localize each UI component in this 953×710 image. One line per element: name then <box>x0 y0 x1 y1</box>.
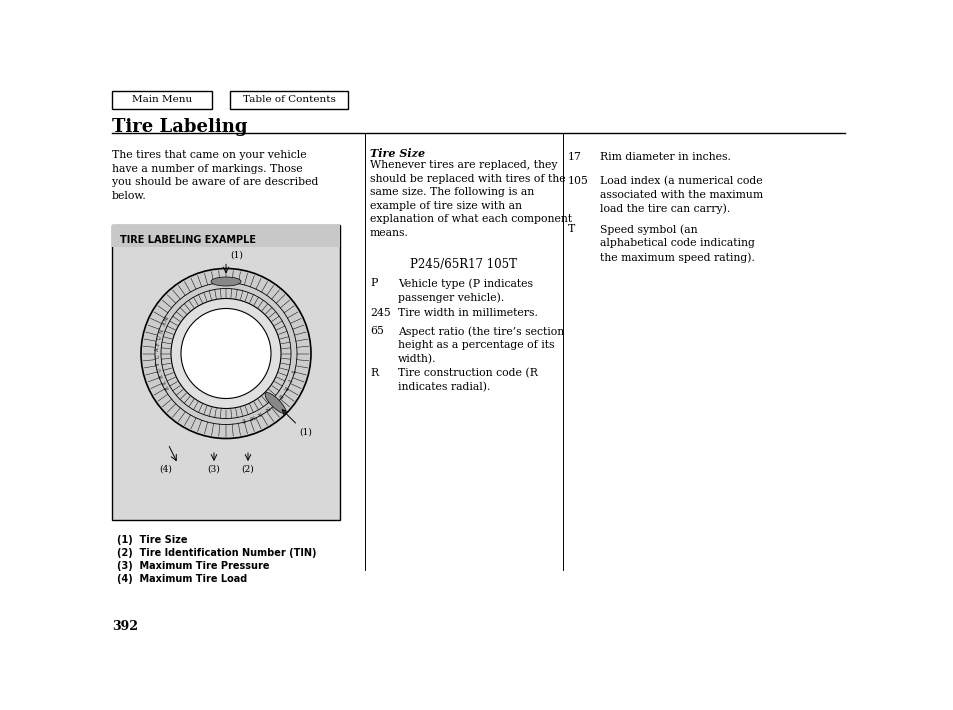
Text: C: C <box>155 355 160 359</box>
Text: A: A <box>161 322 167 328</box>
Text: T: T <box>567 224 575 234</box>
Text: I: I <box>286 378 292 381</box>
Text: Main Menu: Main Menu <box>132 96 192 104</box>
Text: (3)  Maximum Tire Pressure: (3) Maximum Tire Pressure <box>117 561 269 571</box>
Text: (4): (4) <box>159 465 172 474</box>
Text: 105: 105 <box>567 176 588 186</box>
FancyBboxPatch shape <box>112 91 212 109</box>
FancyBboxPatch shape <box>112 225 339 520</box>
Text: 392: 392 <box>112 620 138 633</box>
Text: T: T <box>289 369 294 373</box>
Text: R: R <box>281 385 288 391</box>
Text: M: M <box>249 413 255 420</box>
Text: Load index (a numerical code
associated with the maximum
load the tire can carry: Load index (a numerical code associated … <box>599 176 762 214</box>
Text: N: N <box>264 404 271 411</box>
Text: E: E <box>276 392 283 398</box>
Text: 65: 65 <box>370 326 383 336</box>
Text: Table of Contents: Table of Contents <box>242 96 335 104</box>
Text: R: R <box>158 373 165 378</box>
Text: F: F <box>155 342 161 346</box>
Text: Whenever tires are replaced, they
should be replaced with tires of the
same size: Whenever tires are replaced, they should… <box>370 160 572 238</box>
Text: Tire Labeling: Tire Labeling <box>112 118 247 136</box>
Text: Aspect ratio (the tire’s section
height as a percentage of its
width).: Aspect ratio (the tire’s section height … <box>397 326 563 364</box>
Text: (2): (2) <box>241 465 254 474</box>
Text: 245: 245 <box>370 308 391 318</box>
Circle shape <box>171 298 281 408</box>
Text: E: E <box>241 416 246 422</box>
Text: A: A <box>155 349 160 352</box>
Text: A: A <box>257 410 262 415</box>
Text: (2)  Tire Identification Number (TIN): (2) Tire Identification Number (TIN) <box>117 548 316 558</box>
Text: P245/65R17 105T: P245/65R17 105T <box>410 258 517 271</box>
Text: TIRE LABELING EXAMPLE: TIRE LABELING EXAMPLE <box>120 235 255 245</box>
Text: E: E <box>161 379 167 384</box>
Text: Tire construction code (R
indicates radial).: Tire construction code (R indicates radi… <box>397 368 537 393</box>
Ellipse shape <box>265 393 286 413</box>
Text: (1): (1) <box>230 251 243 259</box>
Circle shape <box>181 309 271 398</box>
Text: Tire Size: Tire Size <box>370 148 425 159</box>
Text: Vehicle type (P indicates
passenger vehicle).: Vehicle type (P indicates passenger vehi… <box>397 278 533 303</box>
Text: (1)  Tire Size: (1) Tire Size <box>117 535 188 545</box>
FancyBboxPatch shape <box>112 225 339 247</box>
Text: Rim diameter in inches.: Rim diameter in inches. <box>599 152 730 162</box>
Text: T: T <box>156 361 161 365</box>
Text: Tire width in millimeters.: Tire width in millimeters. <box>397 308 537 318</box>
Text: R: R <box>164 385 170 391</box>
Text: R: R <box>370 368 377 378</box>
Circle shape <box>141 268 311 439</box>
FancyBboxPatch shape <box>230 91 348 109</box>
Text: N: N <box>158 328 165 334</box>
Text: (4)  Maximum Tire Load: (4) Maximum Tire Load <box>117 574 247 584</box>
Text: M: M <box>164 316 171 323</box>
Text: U: U <box>157 335 163 340</box>
Text: (3): (3) <box>208 465 220 474</box>
Ellipse shape <box>211 277 241 286</box>
Text: Speed symbol (an
alphabetical code indicating
the maximum speed rating).: Speed symbol (an alphabetical code indic… <box>599 224 754 263</box>
Text: U: U <box>157 367 163 372</box>
Text: The tires that came on your vehicle
have a number of markings. Those
you should : The tires that came on your vehicle have… <box>112 150 318 201</box>
Text: P: P <box>370 278 377 288</box>
Text: (1): (1) <box>299 428 312 437</box>
Text: 17: 17 <box>567 152 581 162</box>
